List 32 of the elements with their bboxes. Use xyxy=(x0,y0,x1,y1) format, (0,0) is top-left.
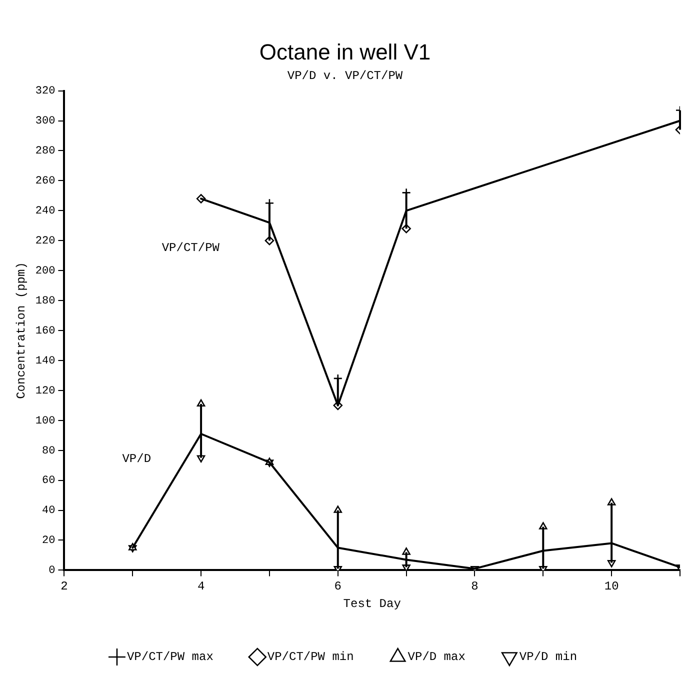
x-tick-label: 10 xyxy=(604,580,619,594)
legend-label: VP/CT/PW min xyxy=(267,650,354,664)
y-tick-label: 220 xyxy=(35,236,56,248)
y-axis-title: Concentration (ppm) xyxy=(14,262,28,399)
y-tick-label: 80 xyxy=(42,445,56,458)
y-tick-label: 0 xyxy=(48,565,56,578)
x-axis-title: Test Day xyxy=(343,596,401,611)
text: VP/CT/PW xyxy=(162,240,220,255)
x-tick-label: 2 xyxy=(60,580,68,594)
y-tick-label: 320 xyxy=(35,86,56,98)
text: VP/D xyxy=(122,452,152,466)
y-tick-label: 40 xyxy=(42,505,56,518)
chart-title: Octane in well V1 xyxy=(259,39,431,64)
x-tick-label: 6 xyxy=(334,580,342,594)
y-tick-label: 280 xyxy=(35,146,56,158)
y-tick-label: 300 xyxy=(35,116,56,128)
legend-label: VP/CT/PW max xyxy=(126,650,214,664)
y-tick-label: 260 xyxy=(35,176,56,188)
y-tick-label: 100 xyxy=(35,415,56,428)
y-tick-label: 140 xyxy=(35,355,56,368)
y-tick-label: 180 xyxy=(35,295,56,308)
y-tick-label: 160 xyxy=(35,325,56,338)
legend-label: VP/D min xyxy=(519,650,578,664)
y-tick-label: 120 xyxy=(35,385,56,398)
y-tick-label: 200 xyxy=(35,265,56,278)
x-tick-label: 8 xyxy=(471,580,478,594)
legend-label: VP/D max xyxy=(408,650,466,664)
y-tick-label: 20 xyxy=(42,535,56,548)
y-tick-label: 60 xyxy=(42,475,56,488)
chart-subtitle: VP/D v. VP/CT/PW xyxy=(287,68,404,83)
x-tick-label: 4 xyxy=(197,580,205,594)
y-tick-label: 240 xyxy=(35,206,56,218)
